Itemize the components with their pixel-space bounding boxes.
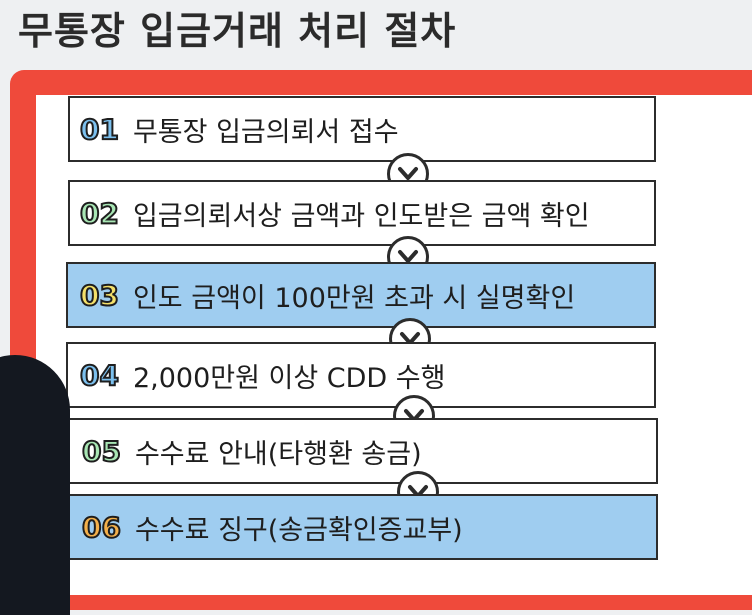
step-number: 05 — [81, 434, 122, 469]
step-02: 02 입금의뢰서상 금액과 인도받은 금액 확인 — [68, 180, 656, 246]
step-number: 03 — [79, 278, 120, 313]
step-text: 입금의뢰서상 금액과 인도받은 금액 확인 — [132, 200, 590, 232]
step-01: 01 무통장 입금의뢰서 접수 — [68, 96, 656, 162]
step-text: 인도 금액이 100만원 초과 시 실명확인 — [132, 282, 576, 314]
step-04: 04 2,000만원 이상 CDD 수행 — [66, 342, 656, 408]
step-text: 수수료 안내(타행환 송금) — [134, 438, 422, 470]
step-number: 04 — [79, 358, 120, 393]
step-03: 03 인도 금액이 100만원 초과 시 실명확인 — [66, 262, 656, 328]
page-title: 무통장 입금거래 처리 절차 — [18, 9, 457, 53]
step-text: 무통장 입금의뢰서 접수 — [132, 116, 399, 148]
step-text: 2,000만원 이상 CDD 수행 — [132, 362, 446, 394]
step-number: 02 — [79, 196, 120, 231]
step-number: 01 — [79, 112, 120, 147]
step-06: 06 수수료 징구(송금확인증교부) — [66, 494, 658, 560]
step-text: 수수료 징구(송금확인증교부) — [134, 514, 463, 546]
presenter — [0, 355, 70, 615]
step-05: 05 수수료 안내(타행환 송금) — [66, 418, 658, 484]
step-number: 06 — [81, 510, 122, 545]
